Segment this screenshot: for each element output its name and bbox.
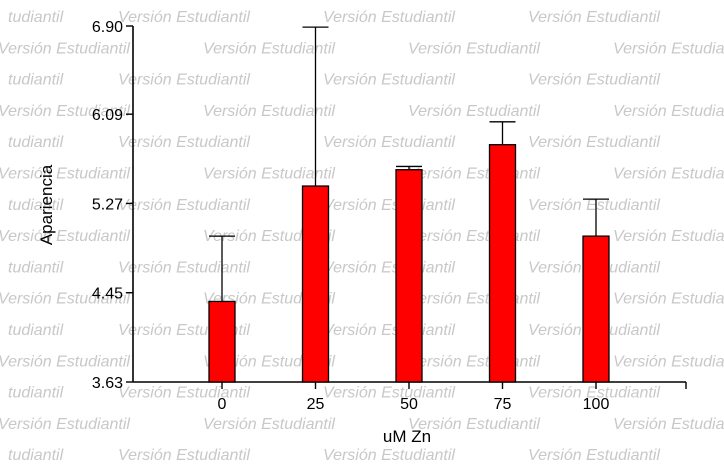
watermark-text: Versión Estudiantil [203, 166, 335, 183]
watermark-text: Versión Estudiantil [408, 353, 540, 370]
watermark-text: tudiantil [8, 322, 64, 339]
x-ticks: 0 25 50 75 100 [218, 382, 687, 413]
watermark-text: tudiantil [8, 259, 64, 276]
watermark-text: Versión Estudiantil [528, 197, 660, 214]
watermark-text: Versión Estudiantil [613, 40, 724, 57]
watermark-layer: tudiantil Versión Estudiantil Versión Estu… [0, 9, 724, 464]
watermark-text: Versión Estudiantil [323, 322, 455, 339]
watermark-text: Versión Estudiantil [0, 103, 130, 120]
watermark-text: Versión Estudiantil [613, 166, 724, 183]
x-axis-title: uM Zn [383, 427, 431, 446]
watermark-text: Versión Estudiantil [118, 259, 250, 276]
bar [301, 185, 330, 383]
watermark-text: Versión Estudiantil [118, 72, 250, 89]
bar [395, 169, 423, 383]
watermark-text: tudiantil [8, 197, 64, 214]
x-tick-label: 100 [583, 396, 610, 413]
watermark-text: Versión Estudiantil [0, 40, 130, 57]
watermark-text: Versión Estudiantil [203, 416, 335, 433]
watermark-text: Versión Estudiantil [528, 134, 660, 151]
bar [208, 300, 236, 383]
watermark-text: Versión Estudiantil [118, 197, 250, 214]
watermark-text: Versión Estudiantil [323, 9, 455, 26]
error-bars [209, 26, 609, 302]
watermark-text: tudiantil [8, 385, 64, 402]
y-tick-label: 6.09 [92, 107, 123, 124]
watermark-text: Versión Estudiantil [323, 259, 455, 276]
y-tick-label: 4.45 [92, 286, 123, 303]
watermark-text: Versión Estudiantil [613, 291, 724, 308]
watermark-text: Versión Estudiantil [0, 228, 130, 245]
watermark-text: Versión Estudiantil [323, 447, 455, 464]
watermark-text: tudiantil [8, 9, 64, 26]
y-tick-label: 5.27 [92, 196, 123, 213]
watermark-text: Versión Estudiantil [118, 447, 250, 464]
watermark-text: Versión Estudiantil [0, 291, 130, 308]
watermark-text: Versión Estudiantil [408, 103, 540, 120]
watermark-text: Versión Estudiantil [323, 385, 455, 402]
watermark-text: Versión Estudiantil [0, 353, 130, 370]
watermark-text: tudiantil [8, 134, 64, 151]
watermark-text: tudiantil [8, 447, 64, 464]
bar [582, 235, 610, 383]
y-ticks: 3.63 4.45 5.27 6.09 6.90 [92, 19, 133, 392]
watermark-text: Versión Estudiantil [613, 416, 724, 433]
watermark-text: Versión Estudiantil [0, 166, 130, 183]
watermark-text: Versión Estudiantil [323, 134, 455, 151]
watermark-text: Versión Estudiantil [408, 416, 540, 433]
bar [488, 144, 517, 383]
y-tick-label: 3.63 [92, 375, 123, 392]
watermark-text: Versión Estudiantil [408, 40, 540, 57]
watermark-text: Versión Estudiantil [408, 166, 540, 183]
x-tick-label: 0 [218, 396, 227, 413]
watermark-text: Versión Estudiantil [528, 447, 660, 464]
watermark-text: Versión Estudiantil [203, 40, 335, 57]
watermark-text: Versión Estudiantil [528, 385, 660, 402]
watermark-text: Versión Estudiantil [118, 134, 250, 151]
watermark-text: Versión Estudiantil [118, 385, 250, 402]
watermark-text: Versión Estudiantil [613, 353, 724, 370]
x-tick-label: 25 [307, 396, 325, 413]
watermark-text: Versión Estudiantil [613, 103, 724, 120]
watermark-text: Versión Estudiantil [203, 103, 335, 120]
x-tick-label: 50 [400, 396, 418, 413]
watermark-text: Versión Estudiantil [323, 197, 455, 214]
watermark-text: Versión Estudiantil [323, 72, 455, 89]
watermark-text: Versión Estudiantil [408, 228, 540, 245]
watermark-text: Versión Estudiantil [528, 72, 660, 89]
watermark-text: Versión Estudiantil [528, 9, 660, 26]
watermark-text: Versión Estudiantil [613, 228, 724, 245]
y-axis-title: Apariencia [37, 164, 56, 245]
watermark-text: Versión Estudiantil [0, 416, 130, 433]
watermark-text: Versión Estudiantil [118, 9, 250, 26]
watermark-text: Versión Estudiantil [408, 291, 540, 308]
x-tick-label: 75 [494, 396, 512, 413]
watermark-text: tudiantil [8, 72, 64, 89]
y-tick-label: 6.90 [92, 19, 123, 36]
